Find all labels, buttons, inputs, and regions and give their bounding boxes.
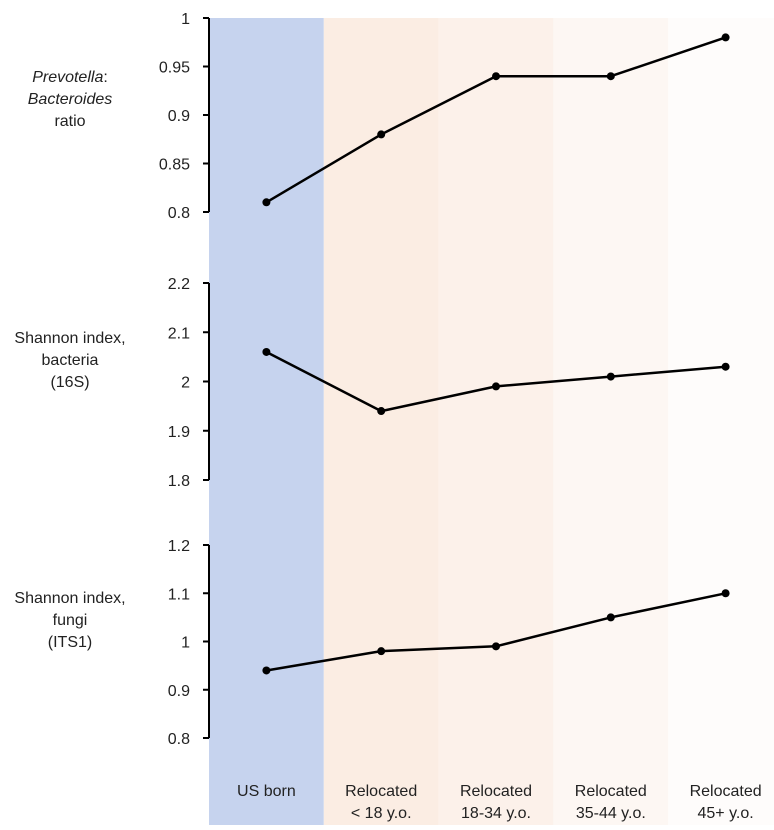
y-axis-label-3-segment-3-1: (ITS1) <box>48 634 92 651</box>
category-band-5 <box>668 18 774 825</box>
y-tick-label-2-3: 2 <box>181 375 190 392</box>
data-point-3-3 <box>492 642 500 651</box>
y-tick-label-3-4: 0.9 <box>168 683 190 700</box>
y-tick-label-3-1: 1.2 <box>168 538 190 555</box>
data-point-3-4 <box>606 613 615 622</box>
data-point-3-2 <box>377 647 386 656</box>
category-label-5: Relocated <box>690 783 762 800</box>
y-tick-label-1-4: 0.85 <box>159 157 190 174</box>
y-axis-label-1-line-2: Bacteroides <box>28 91 113 108</box>
y-tick-label-1-5: 0.8 <box>168 205 190 222</box>
y-axis-label-2-line-2: bacteria <box>42 352 99 369</box>
data-point-1-1 <box>262 198 271 207</box>
data-point-2-3 <box>492 382 500 391</box>
y-axis-label-1-segment-3-1: ratio <box>54 113 85 130</box>
y-axis-label-2-segment-2-1: bacteria <box>42 352 99 369</box>
y-axis-label-3-line-1: Shannon index, <box>14 590 125 607</box>
data-point-2-4 <box>606 372 615 381</box>
y-axis-label-3-segment-2-1: fungi <box>53 612 88 629</box>
y-axis-label-1-segment-1-1: Prevotella <box>32 69 103 86</box>
y-tick-label-1-1: 1 <box>181 11 190 28</box>
y-tick-label-3-5: 0.8 <box>168 731 190 748</box>
data-point-1-4 <box>606 72 615 81</box>
y-axis-label-1-segment-1-2: : <box>103 69 107 86</box>
category-sublabel-4: 35-44 y.o. <box>576 805 646 822</box>
data-point-1-2 <box>377 130 386 139</box>
y-tick-label-3-2: 1.1 <box>168 586 190 603</box>
y-axis-label-1-line-1: Prevotella: <box>32 69 108 86</box>
y-axis-label-3-line-3: (ITS1) <box>48 634 92 651</box>
y-axis-label-2-line-3: (16S) <box>50 374 89 391</box>
y-axis-label-3-line-2: fungi <box>53 612 88 629</box>
category-label-3: Relocated <box>460 783 532 800</box>
y-tick-label-1-3: 0.9 <box>168 108 190 125</box>
data-point-3-1 <box>262 666 271 675</box>
y-axis-label-2-segment-3-1: (16S) <box>50 374 89 391</box>
data-point-1-5 <box>721 33 730 42</box>
category-sublabel-5: 45+ y.o. <box>698 805 754 822</box>
data-point-2-2 <box>377 407 386 416</box>
y-axis-label-1-line-3: ratio <box>54 113 85 130</box>
category-band-3 <box>438 18 554 825</box>
y-tick-label-2-5: 1.8 <box>168 473 190 490</box>
data-point-2-5 <box>721 362 730 371</box>
y-axis-label-2-line-1: Shannon index, <box>14 330 125 347</box>
y-tick-label-3-3: 1 <box>181 635 190 652</box>
category-band-4 <box>553 18 669 825</box>
data-point-2-1 <box>262 347 271 356</box>
y-axis-label-1-segment-2-1: Bacteroides <box>28 91 113 108</box>
data-point-1-3 <box>492 72 500 81</box>
y-axis-label-2-segment-1-1: Shannon index, <box>14 330 125 347</box>
y-axis-label-3-segment-1-1: Shannon index, <box>14 590 125 607</box>
y-tick-label-2-1: 2.2 <box>168 276 190 293</box>
category-band-1 <box>209 18 324 825</box>
data-point-3-5 <box>721 589 730 598</box>
category-label-1: US born <box>237 783 296 800</box>
y-tick-label-1-2: 0.95 <box>159 60 190 77</box>
y-tick-label-2-2: 2.1 <box>168 325 190 342</box>
y-tick-label-2-4: 1.9 <box>168 424 190 441</box>
category-label-2: Relocated <box>345 783 417 800</box>
category-band-2 <box>323 18 439 825</box>
category-label-4: Relocated <box>575 783 647 800</box>
category-sublabel-2: < 18 y.o. <box>351 805 412 822</box>
category-sublabel-3: 18-34 y.o. <box>461 805 531 822</box>
